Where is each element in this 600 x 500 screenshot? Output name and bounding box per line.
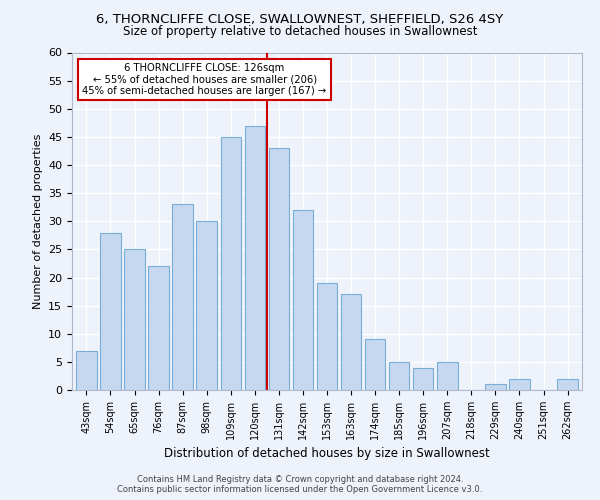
Bar	[317, 283, 337, 390]
Bar	[437, 362, 458, 390]
Bar	[221, 137, 241, 390]
Bar	[557, 379, 578, 390]
Text: Contains HM Land Registry data © Crown copyright and database right 2024.
Contai: Contains HM Land Registry data © Crown c…	[118, 474, 482, 494]
Bar	[293, 210, 313, 390]
X-axis label: Distribution of detached houses by size in Swallownest: Distribution of detached houses by size …	[164, 448, 490, 460]
Bar	[269, 148, 289, 390]
Bar	[365, 340, 385, 390]
Bar	[100, 232, 121, 390]
Bar	[413, 368, 433, 390]
Bar	[172, 204, 193, 390]
Bar	[245, 126, 265, 390]
Bar	[196, 221, 217, 390]
Text: Size of property relative to detached houses in Swallownest: Size of property relative to detached ho…	[123, 25, 477, 38]
Text: 6, THORNCLIFFE CLOSE, SWALLOWNEST, SHEFFIELD, S26 4SY: 6, THORNCLIFFE CLOSE, SWALLOWNEST, SHEFF…	[97, 12, 503, 26]
Text: 6 THORNCLIFFE CLOSE: 126sqm
← 55% of detached houses are smaller (206)
45% of se: 6 THORNCLIFFE CLOSE: 126sqm ← 55% of det…	[82, 62, 327, 96]
Bar	[389, 362, 409, 390]
Y-axis label: Number of detached properties: Number of detached properties	[32, 134, 43, 309]
Bar	[124, 250, 145, 390]
Bar	[148, 266, 169, 390]
Bar	[485, 384, 506, 390]
Bar	[76, 350, 97, 390]
Bar	[509, 379, 530, 390]
Bar	[341, 294, 361, 390]
